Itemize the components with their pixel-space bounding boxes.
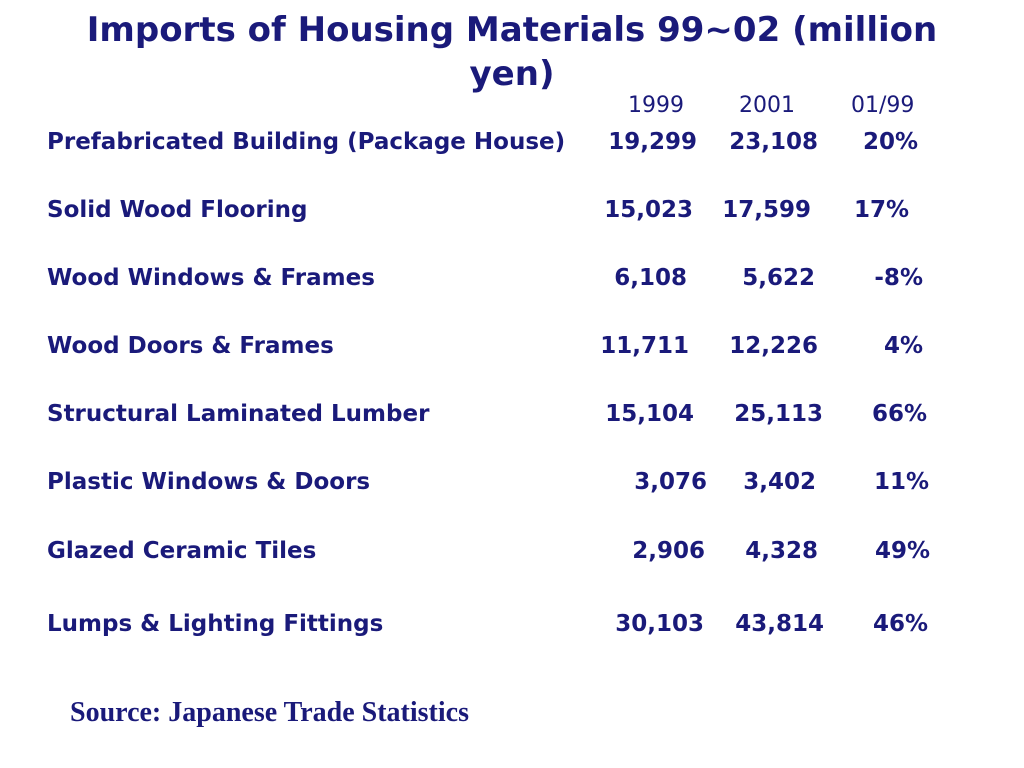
cell-2001: 23,108 <box>729 129 818 155</box>
cell-1999: 6,108 <box>614 265 687 291</box>
cell-1999: 15,023 <box>604 197 693 223</box>
row-label-prefabricated-building: Prefabricated Building (Package House) <box>47 129 566 155</box>
row-label-wood-windows-frames: Wood Windows & Frames <box>47 265 375 291</box>
cell-change: 4% <box>883 333 923 359</box>
row-label-solid-wood-flooring: Solid Wood Flooring <box>47 197 308 223</box>
cell-1999: 3,076 <box>634 469 707 495</box>
cell-2001: 17,599 <box>722 197 811 223</box>
source-note: Source: Japanese Trade Statistics <box>70 697 469 728</box>
column-header-2001: 2001 <box>739 93 795 118</box>
column-header-change: 01/99 <box>851 93 915 118</box>
cell-2001: 12,226 <box>729 333 818 359</box>
row-label-structural-laminated-lumber: Structural Laminated Lumber <box>47 401 430 427</box>
row-label-glazed-ceramic-tiles: Glazed Ceramic Tiles <box>47 538 317 564</box>
cell-2001: 5,622 <box>742 265 815 291</box>
cell-change: 66% <box>871 401 927 427</box>
column-header-1999: 1999 <box>628 93 684 118</box>
cell-1999: 2,906 <box>632 538 705 564</box>
cell-change: 46% <box>872 611 928 637</box>
cell-2001: 4,328 <box>745 538 818 564</box>
page-title: Imports of Housing Materials 99~02 (mill… <box>86 10 938 94</box>
cell-2001: 3,402 <box>743 469 816 495</box>
cell-1999: 15,104 <box>605 401 694 427</box>
cell-1999: 11,711 <box>600 333 689 359</box>
row-label-wood-doors-frames: Wood Doors & Frames <box>47 333 334 359</box>
cell-change: 17% <box>853 197 909 223</box>
cell-change: -8% <box>874 265 923 291</box>
cell-change: 20% <box>862 129 918 155</box>
cell-1999: 19,299 <box>608 129 697 155</box>
cell-1999: 30,103 <box>615 611 704 637</box>
row-label-plastic-windows-doors: Plastic Windows & Doors <box>47 469 371 495</box>
cell-change: 49% <box>874 538 930 564</box>
cell-change: 11% <box>873 469 929 495</box>
cell-2001: 25,113 <box>734 401 823 427</box>
row-label-lumps-lighting-fittings: Lumps & Lighting Fittings <box>47 611 384 637</box>
cell-2001: 43,814 <box>735 611 824 637</box>
